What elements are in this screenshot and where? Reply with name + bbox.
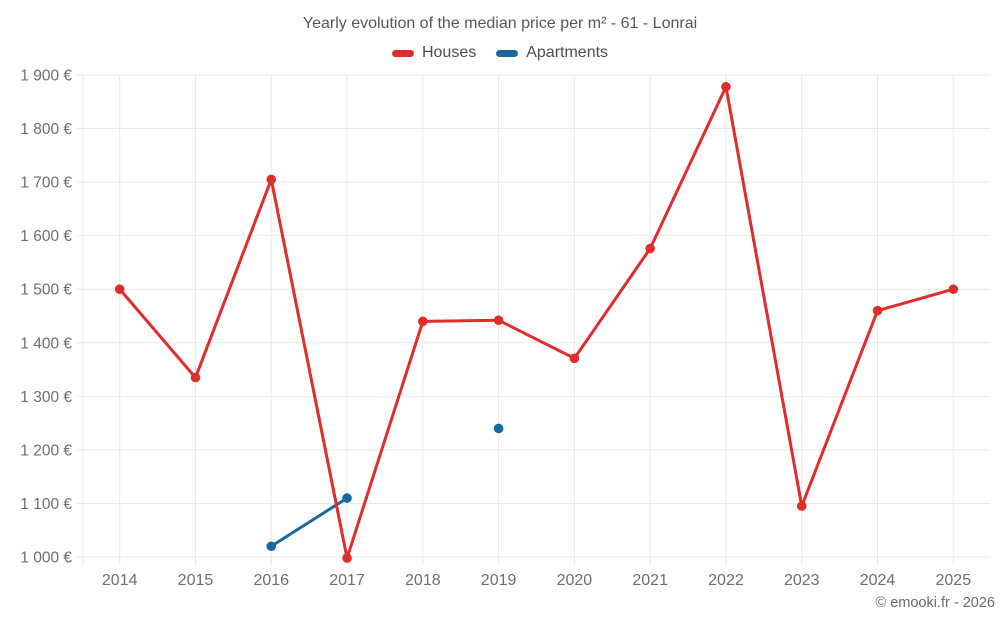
x-axis-label: 2024 <box>860 572 896 589</box>
x-axis-label: 2021 <box>632 572 668 589</box>
houses-point[interactable] <box>114 284 125 295</box>
x-axis-label: 2016 <box>253 572 289 589</box>
apartments-legend-label: Apartments <box>526 44 609 61</box>
y-axis-label: 1 000 € <box>20 550 72 567</box>
houses-point[interactable] <box>721 81 731 92</box>
apartments-legend-swatch <box>496 49 519 57</box>
houses-point[interactable] <box>493 315 504 326</box>
apartments-point[interactable] <box>493 423 504 434</box>
legend-item-apartments[interactable]: Apartments <box>496 44 608 62</box>
houses-point[interactable] <box>418 316 428 327</box>
x-axis-label: 2019 <box>481 572 517 589</box>
copyright-watermark: © emooki.fr - 2026 <box>875 595 995 611</box>
houses-point[interactable] <box>872 305 883 316</box>
houses-legend-label: Houses <box>421 44 477 61</box>
y-axis-label: 1 800 € <box>20 121 72 138</box>
x-axis-label: 2020 <box>557 572 593 589</box>
chart-title: Yearly evolution of the median price per… <box>302 15 698 32</box>
y-axis-label: 1 400 € <box>20 335 72 352</box>
houses-line <box>118 85 955 560</box>
y-axis-label: 1 600 € <box>20 228 72 245</box>
x-axis-label: 2017 <box>329 572 365 589</box>
y-axis-label: 1 700 € <box>20 175 72 192</box>
houses-point[interactable] <box>190 372 201 383</box>
apartments-point[interactable] <box>342 493 352 503</box>
houses-point[interactable] <box>342 553 352 563</box>
legend-item-houses[interactable]: Houses <box>391 44 477 62</box>
houses-point[interactable] <box>796 501 807 511</box>
x-axis-label: 2015 <box>178 572 214 589</box>
x-axis-label: 2018 <box>405 572 441 589</box>
apartments-line <box>269 496 349 548</box>
y-axis-label: 1 300 € <box>20 389 72 406</box>
houses-point[interactable] <box>266 174 277 185</box>
x-axis-label: 2023 <box>784 572 820 589</box>
houses-legend-swatch <box>391 49 414 57</box>
y-axis-label: 1 500 € <box>20 282 72 299</box>
houses-point[interactable] <box>948 284 959 295</box>
chart-legend: Houses Apartments <box>0 44 1000 62</box>
x-axis-label: 2025 <box>936 572 972 589</box>
apartments-point[interactable] <box>266 541 277 552</box>
y-axis-label: 1 200 € <box>20 442 72 459</box>
x-axis-label: 2022 <box>708 572 744 589</box>
houses-point[interactable] <box>569 353 580 364</box>
x-axis-label: 2014 <box>102 572 138 589</box>
houses-point[interactable] <box>645 243 655 254</box>
y-axis-label: 1 900 € <box>20 68 72 85</box>
y-axis-label: 1 100 € <box>20 496 72 513</box>
